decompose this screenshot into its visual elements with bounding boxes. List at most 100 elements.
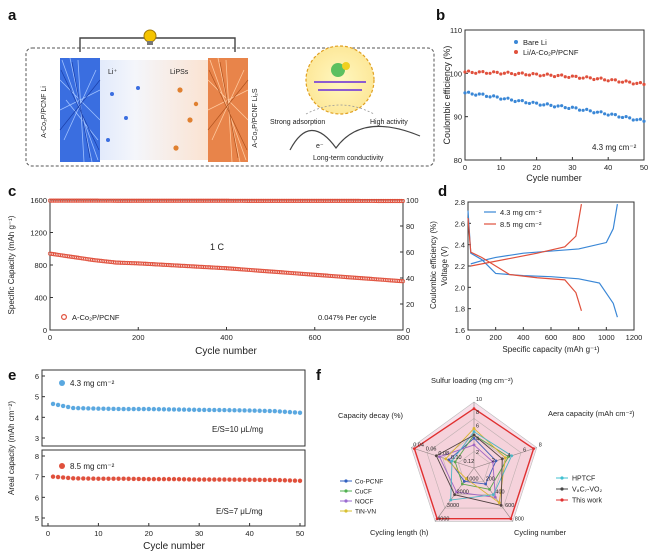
radar-legend-marker bbox=[344, 509, 348, 513]
radar-point bbox=[509, 517, 513, 521]
b-point-li-a-co2p-pcnf bbox=[556, 73, 560, 78]
d-y-tick-label: 2.2 bbox=[455, 262, 465, 271]
radar-series-tin-vn bbox=[445, 427, 506, 504]
b-point-bare-li bbox=[574, 106, 578, 110]
e-point-4-3-mg-cm-2 bbox=[257, 408, 263, 414]
b-point-li-a-co2p-pcnf bbox=[628, 80, 632, 84]
e-point-4-3-mg-cm-2 bbox=[247, 407, 253, 414]
radar-tick-label: 0.08 bbox=[438, 451, 449, 457]
b-x-tick-label: 40 bbox=[604, 163, 612, 172]
panel-d: d 2.8 2.6 2.4 2.2 2.0 1.8 1.60 200 400 600 800 1000… bbox=[438, 183, 642, 354]
b-point-bare-li bbox=[545, 102, 549, 106]
e-point-4-3-mg-cm-2 bbox=[282, 409, 288, 415]
b-point-li-a-co2p-pcnf bbox=[538, 74, 542, 78]
e-point-8-5-mg-cm-2 bbox=[85, 475, 91, 482]
e-point-4-3-mg-cm-2 bbox=[75, 405, 81, 411]
panel-d-legend-1: 4.3 mg cm⁻² bbox=[500, 208, 542, 217]
radar-point bbox=[449, 498, 453, 502]
b-point-li-a-co2p-pcnf bbox=[631, 82, 635, 86]
radar-point bbox=[450, 459, 454, 463]
b-point-bare-li bbox=[466, 90, 471, 94]
d-x-tick-label: 1000 bbox=[598, 333, 615, 342]
b-point-bare-li bbox=[484, 94, 489, 98]
b-point-bare-li bbox=[513, 99, 517, 104]
b-point-li-a-co2p-pcnf bbox=[535, 72, 539, 76]
c-capacity-point bbox=[399, 279, 404, 284]
cathode-label: A-Co₂P/PCNF Li₂S bbox=[252, 88, 259, 147]
e-point-8-5-mg-cm-2 bbox=[131, 476, 137, 482]
b-point-bare-li bbox=[620, 115, 625, 120]
c-ce-point bbox=[399, 198, 404, 204]
b-point-li-a-co2p-pcnf bbox=[635, 81, 639, 85]
b-point-bare-li bbox=[531, 100, 535, 104]
b-x-tick-label: 30 bbox=[568, 163, 576, 172]
e-point-8-5-mg-cm-2 bbox=[171, 476, 177, 482]
b-point-li-a-co2p-pcnf bbox=[502, 71, 506, 75]
panel-e-ylabel: Areal capacity (mAh cm⁻²) bbox=[7, 401, 16, 495]
b-point-bare-li bbox=[638, 117, 643, 121]
e-bottom-y-tick-label: 6 bbox=[35, 493, 39, 502]
b-point-bare-li bbox=[613, 113, 617, 117]
b-point-bare-li bbox=[470, 92, 474, 96]
radar-tick-label: 8 bbox=[539, 443, 542, 449]
e-point-4-3-mg-cm-2 bbox=[100, 406, 107, 412]
panel-e-letter: e bbox=[8, 367, 16, 384]
b-point-li-a-co2p-pcnf bbox=[549, 73, 553, 77]
b-x-tick-label: 50 bbox=[640, 163, 648, 172]
e-point-4-3-mg-cm-2 bbox=[115, 406, 122, 412]
b-point-li-a-co2p-pcnf bbox=[606, 79, 610, 83]
b-point-li-a-co2p-pcnf bbox=[560, 73, 564, 77]
e-point-8-5-mg-cm-2 bbox=[287, 477, 293, 484]
radar-legend-marker bbox=[344, 479, 348, 483]
radar-point bbox=[500, 457, 504, 461]
e-bottom-y-tick-label: 5 bbox=[35, 514, 39, 523]
radar-tick-label: 3000 bbox=[447, 503, 459, 509]
e-point-8-5-mg-cm-2 bbox=[146, 476, 152, 482]
b-point-bare-li bbox=[592, 111, 596, 115]
d-x-tick-label: 400 bbox=[517, 333, 530, 342]
b-point-bare-li bbox=[517, 99, 521, 103]
b-point-bare-li bbox=[524, 101, 528, 105]
b-point-li-a-co2p-pcnf bbox=[481, 70, 485, 74]
external-circuit bbox=[79, 37, 236, 52]
radar-legend-label: TiN-VN bbox=[355, 509, 376, 516]
e-point-8-5-mg-cm-2 bbox=[211, 476, 217, 483]
b-point-li-a-co2p-pcnf bbox=[574, 74, 578, 78]
b-point-li-a-co2p-pcnf bbox=[638, 81, 643, 85]
radar-series-co-pcnf bbox=[448, 437, 497, 485]
d-x-tick-label: 600 bbox=[545, 333, 558, 342]
e-point-4-3-mg-cm-2 bbox=[70, 405, 76, 411]
e-point-8-5-mg-cm-2 bbox=[120, 476, 127, 482]
c-y2-tick-label: 100 bbox=[406, 196, 419, 205]
b-point-bare-li bbox=[588, 109, 592, 113]
radar-legend-label: Co-PCNF bbox=[355, 479, 383, 486]
b-point-bare-li bbox=[542, 103, 546, 107]
radar-axis-cycling-length: Cycling length (h) bbox=[370, 528, 429, 537]
radar-tick-label: 10 bbox=[476, 397, 482, 403]
b-point-bare-li bbox=[603, 112, 607, 116]
radar-point bbox=[462, 479, 466, 483]
b-point-bare-li bbox=[628, 116, 632, 120]
e-point-4-3-mg-cm-2 bbox=[226, 407, 233, 413]
b-point-li-a-co2p-pcnf bbox=[610, 78, 614, 82]
e-top-y-tick-label: 3 bbox=[35, 434, 39, 443]
b-point-bare-li bbox=[499, 97, 503, 101]
e-point-8-5-mg-cm-2 bbox=[151, 476, 157, 482]
b-point-bare-li bbox=[527, 101, 532, 106]
b-point-li-a-co2p-pcnf bbox=[552, 74, 557, 79]
radar-legend-marker bbox=[344, 499, 348, 503]
e-point-8-5-mg-cm-2 bbox=[105, 476, 112, 482]
b-point-bare-li bbox=[520, 99, 524, 103]
b-point-bare-li bbox=[595, 110, 600, 114]
b-point-li-a-co2p-pcnf bbox=[484, 71, 489, 75]
c-y2-tick-label: 60 bbox=[406, 248, 414, 257]
strong-adsorption-label: Strong adsorption bbox=[270, 119, 325, 126]
b-point-li-a-co2p-pcnf bbox=[545, 72, 549, 76]
b-point-bare-li bbox=[581, 108, 585, 112]
e-point-8-5-mg-cm-2 bbox=[126, 476, 132, 482]
c-x-tick-label: 400 bbox=[220, 333, 233, 342]
e-point-4-3-mg-cm-2 bbox=[95, 406, 102, 412]
panel-c-letter: c bbox=[8, 183, 16, 200]
e-point-8-5-mg-cm-2 bbox=[115, 476, 122, 482]
